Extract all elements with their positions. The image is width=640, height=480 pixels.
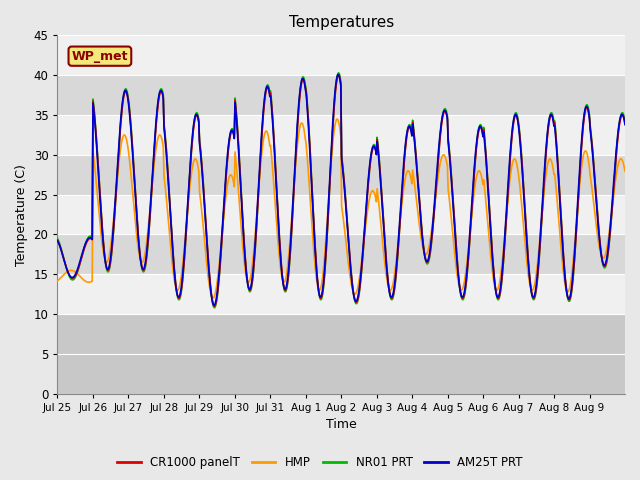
NR01 PRT: [621, 118, 629, 124]
HMP: [120, 132, 128, 138]
NR01 PRT: [225, 138, 233, 144]
AM25T PRT: [334, 72, 342, 77]
CR1000 panelT: [621, 120, 629, 126]
Line: NR01 PRT: NR01 PRT: [58, 73, 625, 308]
HMP: [253, 205, 261, 211]
Bar: [58, 115, 625, 155]
AM25T PRT: [225, 137, 233, 143]
AM25T PRT: [275, 228, 282, 233]
Y-axis label: Temperature (C): Temperature (C): [15, 164, 28, 265]
HMP: [401, 175, 409, 181]
HMP: [275, 248, 282, 253]
HMP: [209, 295, 217, 301]
CR1000 panelT: [120, 92, 128, 98]
HMP: [225, 174, 233, 180]
AM25T PRT: [621, 122, 629, 128]
CR1000 panelT: [401, 147, 409, 153]
Bar: [58, 275, 625, 314]
NR01 PRT: [253, 213, 261, 218]
CR1000 panelT: [54, 238, 61, 243]
NR01 PRT: [120, 90, 128, 96]
HMP: [333, 116, 341, 122]
X-axis label: Time: Time: [326, 419, 356, 432]
CR1000 panelT: [335, 72, 342, 78]
NR01 PRT: [275, 222, 282, 228]
NR01 PRT: [54, 236, 61, 241]
Text: WP_met: WP_met: [72, 49, 128, 63]
NR01 PRT: [211, 305, 218, 311]
HMP: [433, 181, 441, 187]
HMP: [54, 278, 61, 284]
Line: AM25T PRT: AM25T PRT: [58, 74, 625, 305]
NR01 PRT: [335, 70, 342, 76]
AM25T PRT: [253, 206, 261, 212]
NR01 PRT: [401, 145, 409, 151]
Legend: CR1000 panelT, HMP, NR01 PRT, AM25T PRT: CR1000 panelT, HMP, NR01 PRT, AM25T PRT: [113, 452, 527, 474]
NR01 PRT: [433, 170, 441, 176]
AM25T PRT: [54, 238, 61, 243]
CR1000 panelT: [433, 171, 441, 177]
CR1000 panelT: [253, 213, 261, 218]
CR1000 panelT: [225, 140, 233, 146]
AM25T PRT: [401, 143, 409, 149]
AM25T PRT: [211, 302, 218, 308]
Line: CR1000 panelT: CR1000 panelT: [58, 75, 625, 306]
Bar: [58, 36, 625, 75]
Bar: [58, 195, 625, 235]
CR1000 panelT: [275, 222, 282, 228]
AM25T PRT: [433, 166, 441, 172]
Line: HMP: HMP: [58, 119, 625, 298]
HMP: [621, 168, 629, 174]
CR1000 panelT: [211, 303, 218, 309]
Title: Temperatures: Temperatures: [289, 15, 394, 30]
AM25T PRT: [120, 90, 128, 96]
Bar: [58, 314, 625, 394]
